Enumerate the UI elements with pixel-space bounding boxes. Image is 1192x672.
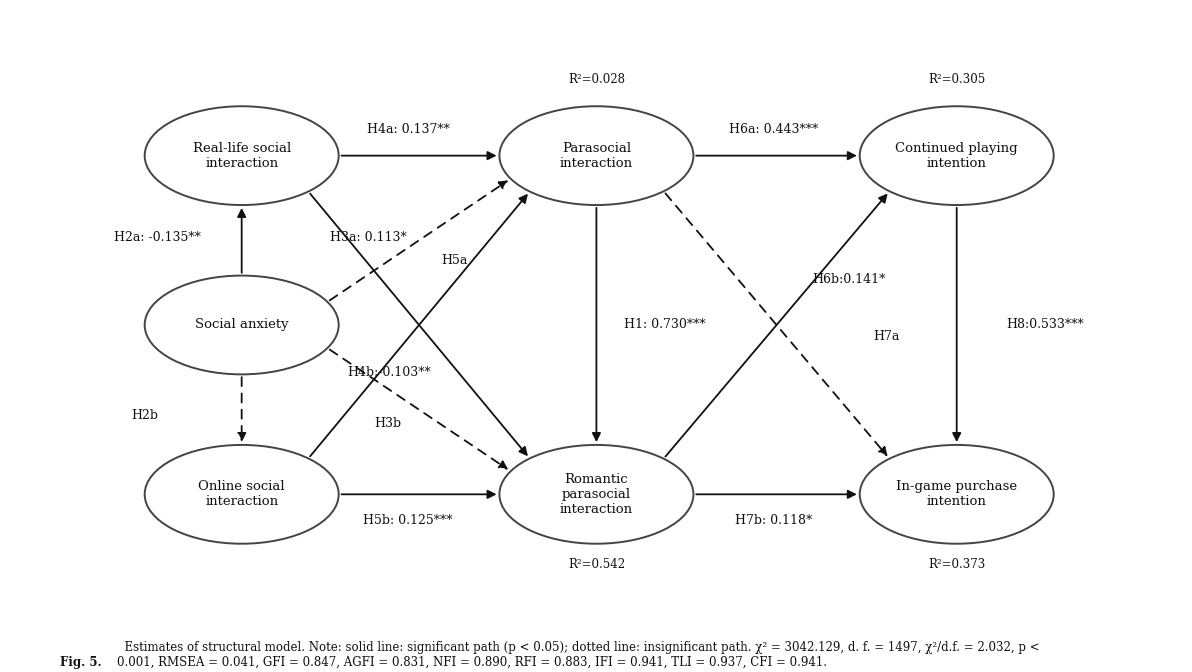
Ellipse shape <box>144 106 339 205</box>
Text: Real-life social
interaction: Real-life social interaction <box>193 142 291 169</box>
Text: Parasocial
interaction: Parasocial interaction <box>560 142 633 169</box>
Text: H7b: 0.118*: H7b: 0.118* <box>735 514 813 527</box>
Text: Continued playing
intention: Continued playing intention <box>895 142 1018 169</box>
Text: H5a: H5a <box>441 253 467 267</box>
Text: H6b:0.141*: H6b:0.141* <box>813 274 886 286</box>
Text: H4b:-0.103**: H4b:-0.103** <box>347 366 430 380</box>
Text: Romantic
parasocial
interaction: Romantic parasocial interaction <box>560 473 633 516</box>
Text: H3a: 0.113*: H3a: 0.113* <box>330 231 408 244</box>
Ellipse shape <box>859 445 1054 544</box>
Text: R²=0.542: R²=0.542 <box>567 558 625 571</box>
Ellipse shape <box>859 106 1054 205</box>
Ellipse shape <box>144 276 339 374</box>
Text: Estimates of structural model. Note: solid line: significant path (p < 0.05); do: Estimates of structural model. Note: sol… <box>117 640 1039 669</box>
Text: H6a: 0.443***: H6a: 0.443*** <box>730 123 819 136</box>
Text: In-game purchase
intention: In-game purchase intention <box>896 480 1017 508</box>
Text: Online social
interaction: Online social interaction <box>198 480 285 508</box>
Ellipse shape <box>144 445 339 544</box>
Text: H5b: 0.125***: H5b: 0.125*** <box>364 514 453 527</box>
Text: H2b: H2b <box>131 409 157 422</box>
Text: R²=0.028: R²=0.028 <box>567 73 625 86</box>
Ellipse shape <box>499 106 694 205</box>
Text: H1: 0.730***: H1: 0.730*** <box>625 319 706 331</box>
Text: H8:0.533***: H8:0.533*** <box>1006 319 1085 331</box>
Text: H4a: 0.137**: H4a: 0.137** <box>366 123 449 136</box>
Text: R²=0.305: R²=0.305 <box>929 73 986 86</box>
Text: H7a: H7a <box>874 330 900 343</box>
Text: R²=0.373: R²=0.373 <box>929 558 986 571</box>
Text: H2a: -0.135**: H2a: -0.135** <box>114 231 201 244</box>
Text: H3b: H3b <box>374 417 402 430</box>
Text: Social anxiety: Social anxiety <box>194 319 288 331</box>
Ellipse shape <box>499 445 694 544</box>
Text: Fig. 5.: Fig. 5. <box>60 656 101 669</box>
